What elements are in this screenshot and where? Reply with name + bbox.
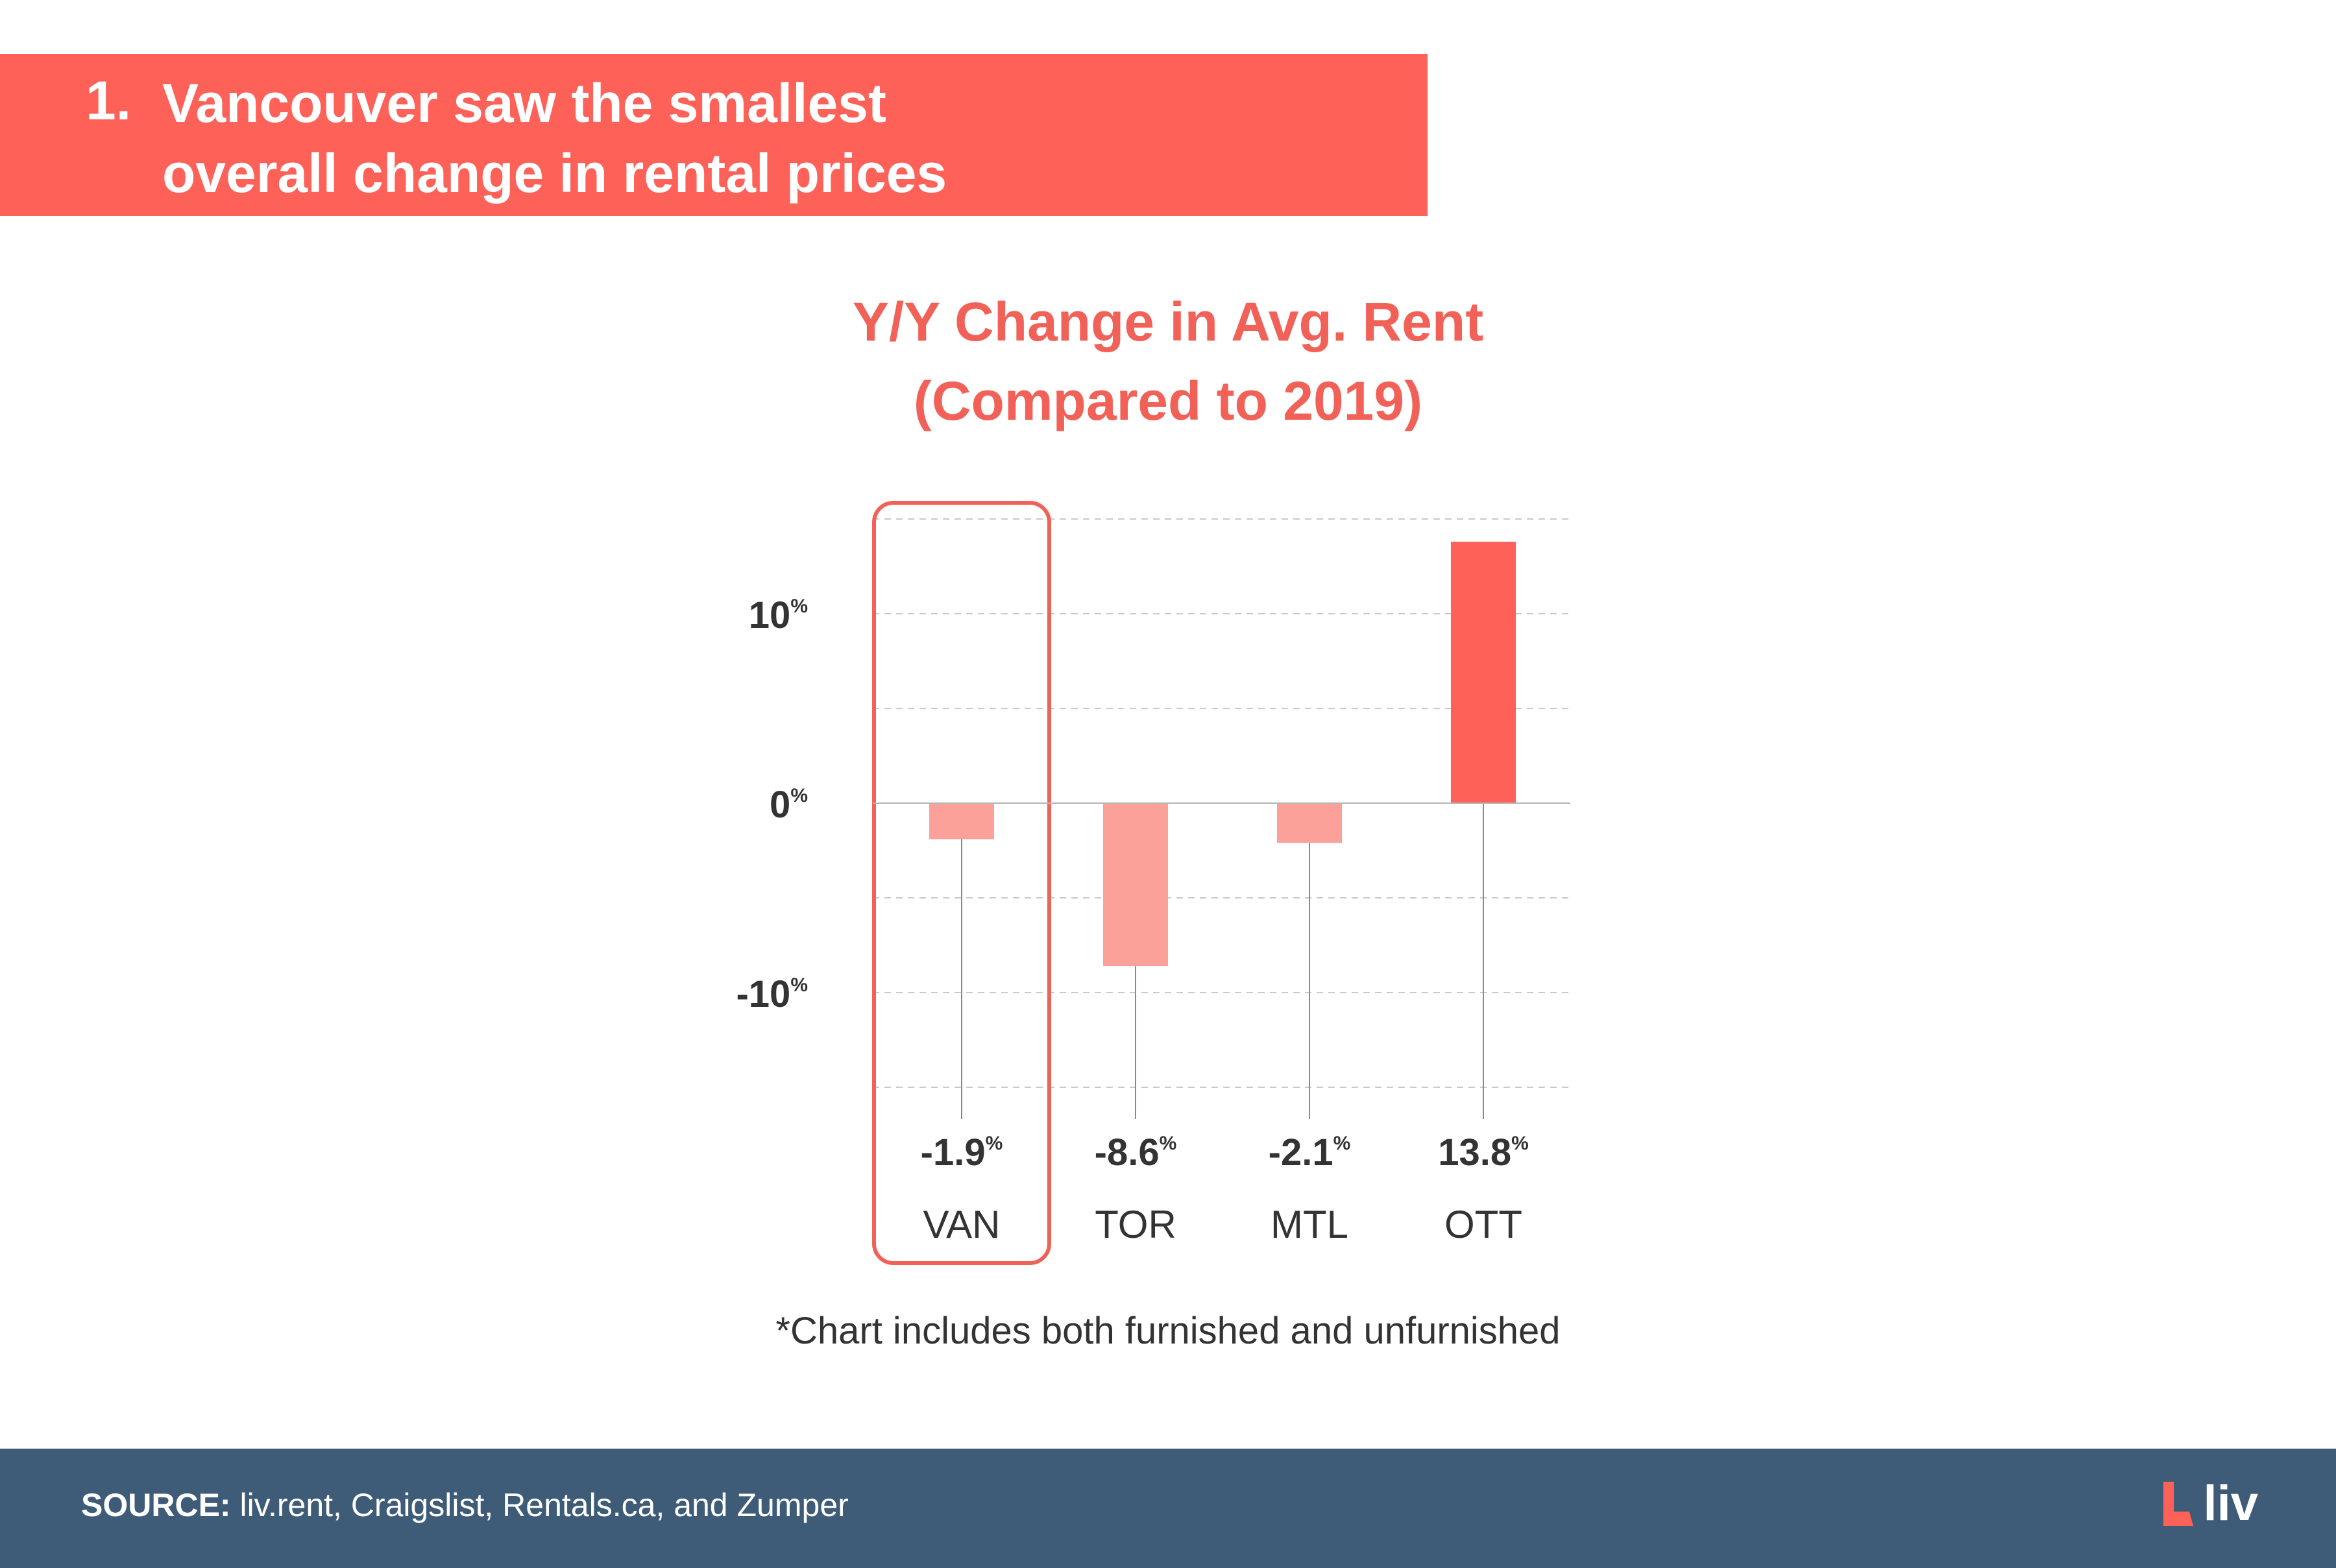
y-tick-label: 0%: [770, 784, 808, 826]
bar-van: [929, 803, 994, 839]
headline-text: Vancouver saw the smallest overall chang…: [162, 68, 947, 208]
highlight-box: [872, 501, 1051, 1265]
chart-title-line-2: (Compared to 2019): [913, 370, 1423, 431]
category-label: VAN: [923, 1203, 1001, 1246]
liv-logo-text: liv: [2203, 1476, 2259, 1531]
headline-number: 1.: [86, 70, 132, 131]
y-tick-label: -10%: [736, 973, 808, 1015]
value-label: -8.6%: [1095, 1131, 1177, 1174]
bar-tor: [1103, 803, 1168, 967]
liv-logo: liv: [2163, 1475, 2259, 1533]
value-label: -2.1%: [1269, 1131, 1351, 1174]
liv-logo-mark-icon: [2163, 1482, 2193, 1526]
headline-line-1: Vancouver saw the smallest: [162, 73, 886, 134]
source-list: liv.rent, Craigslist, Rentals.ca, and Zu…: [230, 1487, 849, 1523]
bar-ott: [1451, 542, 1516, 803]
value-label: 13.8%: [1438, 1131, 1529, 1174]
category-label: OTT: [1444, 1203, 1522, 1246]
bar-mtl: [1277, 803, 1342, 843]
source-label: SOURCE:: [81, 1487, 231, 1523]
headline-line-2: overall change in rental prices: [162, 143, 947, 204]
chart-footnote: *Chart includes both furnished and unfur…: [775, 1310, 1561, 1352]
chart-title: Y/Y Change in Avg. Rent (Compared to 201…: [649, 282, 1687, 440]
value-label: -1.9%: [921, 1131, 1003, 1174]
category-label: MTL: [1271, 1203, 1348, 1246]
footer-bar: SOURCE: liv.rent, Craigslist, Rentals.ca…: [0, 1449, 2336, 1568]
source-text: SOURCE: liv.rent, Craigslist, Rentals.ca…: [81, 1486, 849, 1524]
chart-title-line-1: Y/Y Change in Avg. Rent: [852, 291, 1484, 352]
headline-banner: [0, 54, 1428, 216]
category-label: TOR: [1095, 1203, 1176, 1246]
y-tick-label: 10%: [749, 594, 808, 636]
